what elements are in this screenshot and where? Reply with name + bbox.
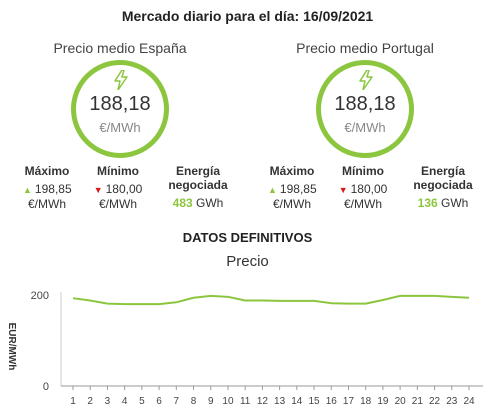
- price-ring: 188,18 €/MWh: [71, 60, 169, 158]
- y-tick-label: 200: [31, 290, 49, 302]
- price-unit: €/MWh: [344, 120, 386, 135]
- lightning-bolt-icon: [114, 69, 128, 95]
- region-portugal: Precio medio Portugal 188,18 €/MWh Máxim…: [250, 40, 480, 224]
- x-tick-label: 21: [412, 396, 424, 407]
- x-tick-label: 24: [463, 396, 475, 407]
- x-tick-label: 7: [174, 396, 180, 407]
- y-tick-label: 0: [43, 381, 49, 393]
- min-unit: €/MWh: [343, 197, 382, 211]
- x-tick-label: 22: [429, 396, 441, 407]
- max-label: Máximo: [269, 164, 315, 178]
- lightning-bolt-icon: [359, 69, 373, 95]
- x-tick-label: 3: [105, 396, 111, 407]
- average-price: 188,18: [334, 93, 396, 115]
- x-tick-label: 13: [274, 396, 286, 407]
- x-tick-label: 2: [87, 396, 93, 407]
- energy-stat: Energía negociada 483 GWh: [163, 164, 233, 210]
- section-title: DATOS DEFINITIVOS: [182, 230, 313, 245]
- energy-unit: GWh: [441, 196, 469, 210]
- energy-label-2: negociada: [413, 178, 473, 192]
- min-value: 180,00: [350, 182, 388, 196]
- energy-unit: GWh: [196, 196, 224, 210]
- energy-label-1: Energía: [175, 164, 220, 178]
- x-tick-label: 23: [446, 396, 458, 407]
- max-value: 198,85: [279, 182, 317, 196]
- triangle-up-icon: ▲: [268, 185, 277, 195]
- region-title: Precio medio Portugal: [296, 40, 434, 56]
- stats: Máximo ▲ 198,85 €/MWh Mínimo ▼ 180,00 €/MW…: [5, 164, 235, 224]
- x-tick-label: 18: [360, 396, 372, 407]
- x-tick-label: 4: [122, 396, 128, 407]
- energy-value: 136: [417, 196, 438, 210]
- x-tick-label: 10: [222, 396, 234, 407]
- max-stat: Máximo ▲ 198,85 €/MWh: [268, 164, 317, 211]
- triangle-up-icon: ▲: [23, 185, 32, 195]
- chart-title: Precio: [226, 253, 269, 270]
- min-stat: Mínimo ▼ 180,00 €/MWh: [338, 164, 388, 211]
- price-unit: €/MWh: [99, 120, 141, 135]
- energy-value: 483: [172, 196, 193, 210]
- min-label: Mínimo: [342, 164, 384, 178]
- x-tick-label: 8: [191, 396, 197, 407]
- min-unit: €/MWh: [98, 197, 137, 211]
- min-value: 180,00: [105, 182, 143, 196]
- triangle-down-icon: ▼: [338, 185, 348, 195]
- x-tick-label: 14: [291, 396, 303, 407]
- page-title: Mercado diario para el día: 16/09/2021: [121, 8, 374, 24]
- max-label: Máximo: [24, 164, 70, 178]
- min-label: Mínimo: [97, 164, 139, 178]
- stats: Máximo ▲ 198,85 €/MWh Mínimo ▼ 180,00 €/MW…: [250, 164, 480, 224]
- energy-stat: Energía negociada 136 GWh: [408, 164, 478, 210]
- x-tick-label: 17: [343, 396, 355, 407]
- x-tick-label: 20: [395, 396, 407, 407]
- triangle-down-icon: ▼: [93, 185, 103, 195]
- x-tick-label: 12: [257, 396, 269, 407]
- price-series-line: [72, 294, 470, 306]
- region-spain: Precio medio España 188,18 €/MWh Máximo …: [5, 40, 235, 224]
- x-tick-label: 9: [208, 396, 214, 407]
- x-tick-label: 5: [139, 396, 145, 407]
- price-ring: 188,18 €/MWh: [316, 60, 414, 158]
- average-price: 188,18: [89, 93, 151, 115]
- max-unit: €/MWh: [27, 197, 66, 211]
- energy-label-1: Energía: [420, 164, 465, 178]
- x-tick-label: 1: [70, 396, 76, 407]
- max-stat: Máximo ▲ 198,85 €/MWh: [23, 164, 72, 211]
- y-axis-label: EUR/MWh: [6, 323, 17, 371]
- max-value: 198,85: [34, 182, 72, 196]
- x-tick-label: 11: [240, 396, 251, 407]
- min-stat: Mínimo ▼ 180,00 €/MWh: [93, 164, 143, 211]
- energy-label-2: negociada: [168, 178, 228, 192]
- region-title: Precio medio España: [53, 40, 187, 56]
- x-tick-label: 16: [326, 396, 338, 407]
- x-tick-label: 15: [308, 396, 320, 407]
- x-tick-label: 19: [377, 396, 389, 407]
- x-tick-label: 6: [156, 396, 162, 407]
- max-unit: €/MWh: [272, 197, 311, 211]
